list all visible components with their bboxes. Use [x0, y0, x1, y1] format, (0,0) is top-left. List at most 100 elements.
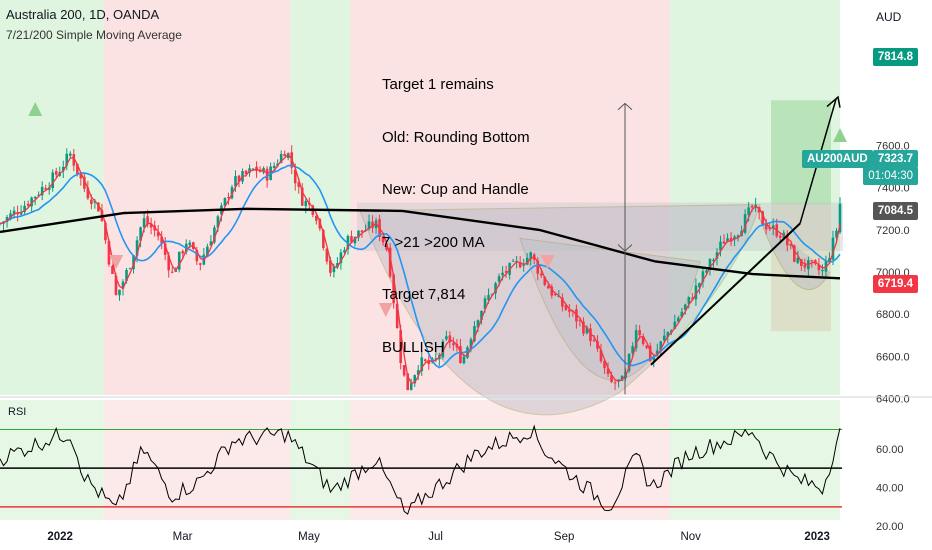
- currency-label: AUD: [876, 10, 902, 24]
- measured-move-top-head: [617, 102, 633, 111]
- time-axis-tick: Sep: [554, 531, 574, 543]
- candle-body: [371, 221, 374, 228]
- candle-body: [170, 271, 174, 273]
- candle-body: [694, 285, 698, 300]
- candle-body: [620, 375, 624, 381]
- candle-body: [79, 173, 83, 179]
- candle-body: [554, 294, 557, 296]
- candle-body: [76, 163, 79, 174]
- candle-body: [9, 213, 12, 219]
- candle-body: [641, 336, 645, 344]
- annotation-line: New: Cup and Handle: [382, 181, 529, 198]
- candle-body: [297, 182, 301, 187]
- candle-body: [350, 236, 353, 243]
- candle-body: [223, 197, 227, 206]
- candle-body: [687, 296, 691, 305]
- candle-body: [606, 368, 610, 375]
- rsi-zone-bull: [0, 400, 104, 520]
- price-axis-tick: 6600.0: [876, 351, 910, 363]
- chart-title: Australia 200, 1D, OANDA: [6, 7, 160, 22]
- candle-body: [568, 309, 571, 312]
- candle-body: [12, 210, 16, 215]
- candle-body: [385, 244, 388, 250]
- candle-body: [529, 252, 533, 260]
- candle-body: [705, 270, 708, 273]
- annotation-line: 7 >21 >200 MA: [382, 233, 485, 251]
- candle-body: [37, 194, 40, 196]
- trend-line: [650, 222, 801, 366]
- candle-body: [708, 259, 712, 270]
- candle-body: [230, 187, 234, 199]
- candle-body: [561, 297, 564, 307]
- candle-body: [107, 240, 111, 265]
- candle-body: [90, 199, 93, 205]
- indicator-label: 7/21/200 Simple Moving Average: [6, 28, 182, 42]
- candle-body: [293, 169, 297, 184]
- candle-body: [195, 249, 199, 262]
- candle-body: [392, 274, 395, 304]
- candle-body: [803, 264, 807, 268]
- candle-body: [627, 353, 631, 371]
- sell-signal-icon: [378, 303, 393, 317]
- candle-body: [785, 234, 789, 246]
- candle-body: [747, 207, 750, 215]
- candle-body: [332, 266, 336, 273]
- candle-body: [216, 216, 220, 228]
- candle-body: [750, 205, 754, 208]
- candle-body: [209, 241, 213, 246]
- ma200-price-tag: 7084.5: [872, 202, 918, 220]
- candle-body: [160, 236, 163, 244]
- rsi-zone-bull: [669, 400, 840, 520]
- candle-body: [167, 255, 171, 271]
- sell-signal-icon: [109, 255, 124, 269]
- candle-body: [655, 350, 659, 355]
- candle-body: [104, 222, 107, 241]
- trend-zone-bull: [290, 0, 351, 395]
- rsi-zone-bull: [290, 400, 351, 520]
- candle-body: [44, 188, 47, 190]
- candle-body: [736, 235, 740, 238]
- candle-body: [409, 383, 413, 390]
- candle-body: [65, 153, 69, 166]
- candle-body: [669, 330, 673, 333]
- candle-body: [631, 346, 634, 354]
- candle-body: [543, 276, 547, 285]
- candle-body: [550, 286, 554, 296]
- candle-body: [821, 269, 824, 272]
- candle-body: [582, 321, 585, 334]
- candle-body: [395, 303, 399, 329]
- candle-body: [810, 260, 814, 262]
- candle-body: [634, 330, 638, 349]
- time-axis-tick: May: [298, 531, 320, 543]
- candle-body: [406, 373, 409, 391]
- candle-body: [26, 203, 30, 206]
- candle-body: [315, 215, 318, 221]
- candle-body: [539, 273, 543, 276]
- candle-body: [156, 232, 160, 237]
- candle-body: [135, 240, 139, 256]
- candle-body: [666, 332, 670, 337]
- candle-body: [684, 304, 687, 310]
- candle-body: [86, 187, 90, 199]
- candle-body: [54, 171, 58, 175]
- candle-body: [673, 321, 677, 329]
- rsi-axis-tick: 20.00: [876, 521, 904, 533]
- candle-body: [304, 200, 308, 207]
- candle-body: [659, 341, 663, 350]
- candle-body: [188, 242, 192, 246]
- candle-body: [778, 235, 782, 238]
- candle-body: [322, 230, 325, 249]
- candle-body: [181, 251, 185, 254]
- candle-body: [494, 283, 497, 294]
- candle-body: [828, 258, 831, 262]
- candle-body: [367, 221, 371, 229]
- candle-body: [251, 168, 255, 170]
- candle-body: [265, 168, 269, 181]
- candle-body: [546, 285, 550, 289]
- candle-body: [227, 196, 230, 198]
- candle-body: [213, 227, 216, 243]
- candle-body: [743, 214, 747, 233]
- candle-body: [638, 330, 641, 336]
- candle-body: [715, 252, 719, 259]
